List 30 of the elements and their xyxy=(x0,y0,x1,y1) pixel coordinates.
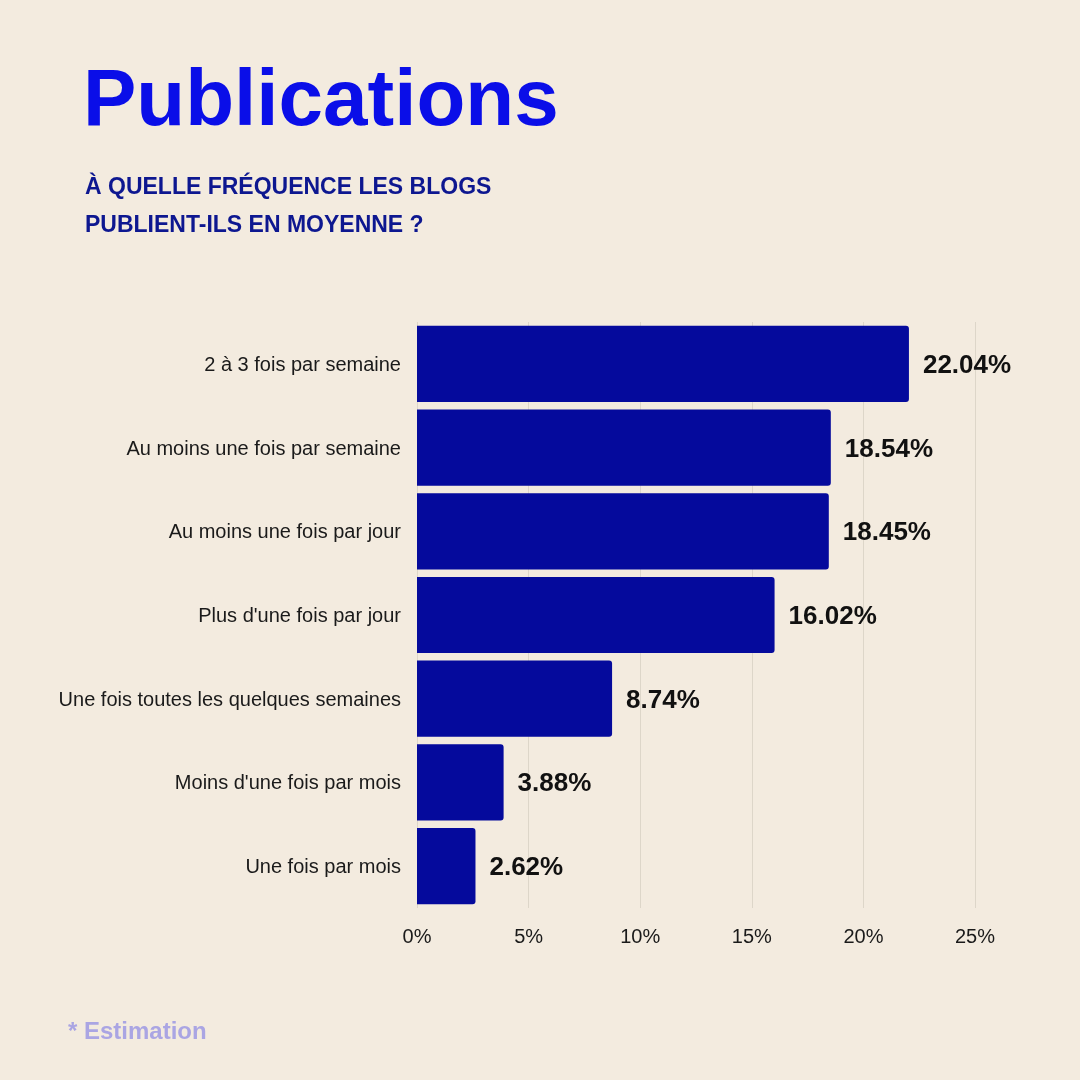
data-label: 8.74% xyxy=(626,683,700,714)
x-tick-label: 20% xyxy=(843,925,884,947)
bar xyxy=(417,744,504,821)
y-tick-label: Au moins une fois par jour xyxy=(168,520,402,543)
bar xyxy=(417,325,909,402)
data-label: 3.88% xyxy=(517,767,592,798)
x-tick-label: 25% xyxy=(954,925,996,947)
bar xyxy=(417,576,775,654)
bar xyxy=(417,660,613,737)
y-tick-label: Moins d'une fois par mois xyxy=(174,771,401,794)
x-tick-label: 15% xyxy=(731,925,773,947)
data-label: 2.62% xyxy=(489,851,564,882)
data-label: 18.45% xyxy=(842,516,931,547)
y-tick-label: Plus d'une fois par jour xyxy=(198,604,402,626)
x-tick-label: 0% xyxy=(402,925,432,947)
chart-subtitle: À QUELLE FRÉQUENCE LES BLOGS PUBLIENT-ILS EN MOYENNE ? xyxy=(85,172,498,237)
data-label: 16.02% xyxy=(788,600,877,630)
text: * Estimation xyxy=(68,1016,207,1044)
data-label: 18.54% xyxy=(844,432,933,463)
bar xyxy=(417,493,829,570)
bar xyxy=(417,409,831,486)
y-tick-label: Une fois toutes les quelques semaines xyxy=(58,687,401,710)
y-tick-label: 2 à 3 fois par semaine xyxy=(204,352,401,375)
bar xyxy=(417,828,476,905)
data-label: 22.04% xyxy=(922,348,1012,379)
x-tick-label: 10% xyxy=(620,925,661,947)
y-tick-label: Une fois par mois xyxy=(245,855,401,878)
chart-title: Publications xyxy=(83,52,559,142)
x-tick-label: 5% xyxy=(514,925,544,947)
y-tick-label: Au moins une fois par semaine xyxy=(126,436,401,459)
